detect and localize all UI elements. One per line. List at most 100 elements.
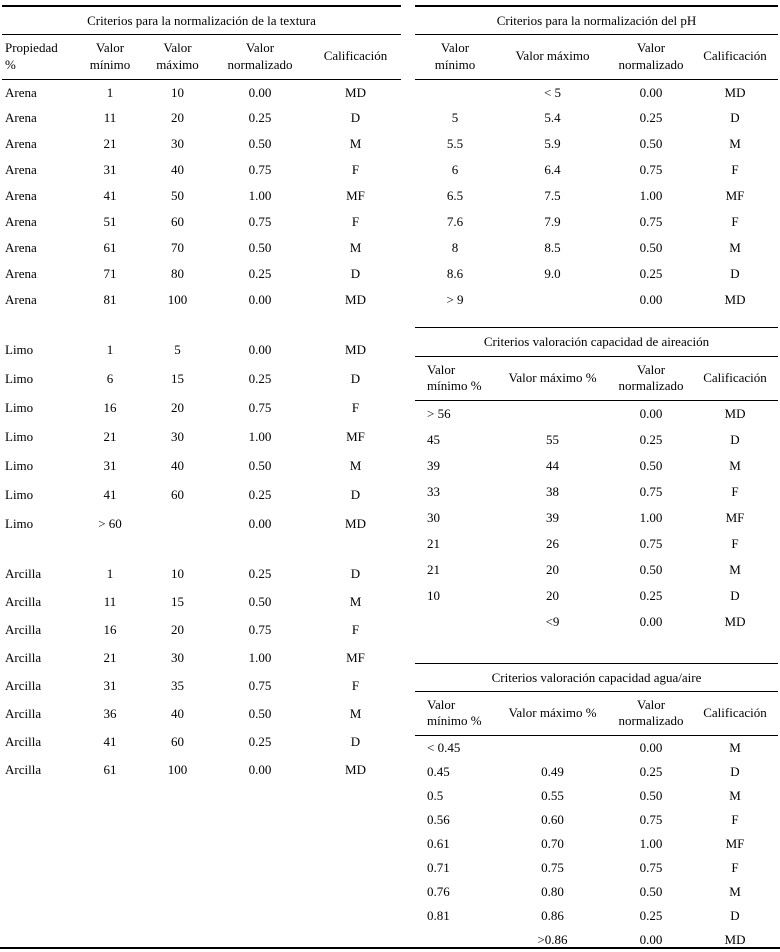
table-cell: 0.25 bbox=[248, 370, 272, 386]
table-cell: 31 bbox=[103, 678, 117, 694]
table-row: Limo 21 30 1.00 MF bbox=[2, 422, 401, 451]
table-cell: 0.25 bbox=[248, 566, 272, 582]
table-cell: F bbox=[731, 859, 739, 875]
table-cell: 7.6 bbox=[446, 214, 464, 230]
table-cell: 0.50 bbox=[248, 136, 272, 152]
header-row: Valor mínimo % Valor máximo % Valor normal… bbox=[415, 356, 778, 402]
table-cell: 70 bbox=[171, 240, 184, 256]
column-header: Calificación bbox=[310, 35, 401, 80]
table-cell: Arena bbox=[5, 162, 37, 178]
table-row: 21 26 0.75 F bbox=[415, 531, 778, 557]
table-cell: 55 bbox=[546, 431, 559, 447]
table-cell: 81 bbox=[103, 292, 117, 308]
table-cell: 0.50 bbox=[639, 457, 663, 473]
table-row: 5.5 5.9 0.50 M bbox=[415, 131, 778, 157]
table-cell: 0.50 bbox=[639, 240, 663, 256]
table-row: Arcilla 41 60 0.25 D bbox=[2, 728, 401, 756]
table-row: Limo > 60 0.00 MD bbox=[2, 509, 401, 538]
table-cell: 1 bbox=[106, 341, 114, 357]
table-row: Arcilla 1 10 0.25 D bbox=[2, 560, 401, 588]
table-cell: Arena bbox=[5, 240, 37, 256]
column-header: Valor máximo bbox=[495, 35, 610, 80]
table-cell: 41 bbox=[103, 486, 117, 502]
table-cell: M bbox=[729, 883, 741, 899]
table-cell: D bbox=[730, 110, 740, 126]
table-cell: 1.00 bbox=[639, 188, 663, 204]
table-cell: 31 bbox=[103, 457, 117, 473]
table-cell: 0.75 bbox=[639, 214, 663, 230]
table-cell: 0.50 bbox=[639, 787, 663, 803]
table-cell bbox=[495, 287, 610, 313]
table-cell: 21 bbox=[103, 136, 117, 152]
table-cell: < 5 bbox=[543, 84, 562, 100]
table-cell: MD bbox=[724, 613, 746, 629]
table-cell: 1 bbox=[106, 84, 114, 100]
table-cell: 41 bbox=[103, 734, 117, 750]
table-cell: Limo bbox=[5, 341, 34, 357]
table-cell: 0.25 bbox=[248, 266, 272, 282]
table-row: 10 20 0.25 D bbox=[415, 583, 778, 609]
table-cell: Limo bbox=[5, 515, 34, 531]
table-row: < 5 0.00 MD bbox=[415, 79, 778, 105]
table-row: 5 5.4 0.25 D bbox=[415, 105, 778, 131]
table-cell: 35 bbox=[171, 678, 184, 694]
table-cell: MF bbox=[725, 188, 745, 204]
table-cell: 9.0 bbox=[544, 266, 561, 282]
aireacion-table-section: Criterios valoración capacidad de aireac… bbox=[415, 327, 778, 634]
table-cell: 5.5 bbox=[446, 136, 464, 152]
table-cell: 0.75 bbox=[248, 678, 272, 694]
table-cell: 6.5 bbox=[446, 188, 464, 204]
column-header: Propiedad % bbox=[2, 35, 75, 80]
table-cell: Arcilla bbox=[5, 650, 42, 666]
table-row: 0.56 0.60 0.75 F bbox=[415, 808, 778, 832]
table-cell: 0.50 bbox=[639, 561, 663, 577]
table-cell: Arena bbox=[5, 188, 37, 204]
table-cell: 10 bbox=[171, 566, 184, 582]
table-row: 8 8.5 0.50 M bbox=[415, 235, 778, 261]
ph-table-title: Criterios para la normalización del pH bbox=[415, 7, 778, 36]
table-cell: M bbox=[729, 561, 741, 577]
table-cell: 0.00 bbox=[639, 931, 663, 947]
table-row: 0.81 0.86 0.25 D bbox=[415, 904, 778, 928]
table-cell: 21 bbox=[103, 650, 117, 666]
table-cell: 8 bbox=[451, 240, 459, 256]
table-cell: 0.25 bbox=[639, 110, 663, 126]
column-header: Valor mínimo % bbox=[415, 356, 495, 402]
table-cell: 0.75 bbox=[248, 162, 272, 178]
table-cell: 21 bbox=[427, 535, 440, 551]
table-cell: Arcilla bbox=[5, 706, 42, 722]
table-row: Arena 81 100 0.00 MD bbox=[2, 287, 401, 313]
column-header: Valor mínimo bbox=[75, 35, 145, 80]
table-row: Arena 11 20 0.25 D bbox=[2, 105, 401, 131]
table-cell: 0.75 bbox=[639, 483, 663, 499]
table-cell: D bbox=[350, 266, 361, 282]
table-cell: M bbox=[729, 240, 741, 256]
table-row: 7.6 7.9 0.75 F bbox=[415, 209, 778, 235]
column-header: Valor normalizado bbox=[610, 356, 692, 402]
table-cell: F bbox=[351, 622, 360, 638]
table-cell: MD bbox=[724, 931, 746, 947]
table-cell: D bbox=[730, 763, 740, 779]
table-cell: 0.50 bbox=[639, 136, 663, 152]
table-cell: Arcilla bbox=[5, 566, 42, 582]
header-row: Valor mínimo Valor máximo Valor normalizad… bbox=[415, 35, 778, 80]
table-cell: 0.25 bbox=[639, 587, 663, 603]
table-cell: 0.76 bbox=[427, 883, 450, 899]
table-cell: 100 bbox=[167, 762, 188, 778]
table-cell: MF bbox=[346, 188, 365, 204]
table-cell: 0.50 bbox=[248, 706, 272, 722]
table-cell: 15 bbox=[171, 594, 184, 610]
table-row: Arcilla 11 15 0.50 M bbox=[2, 588, 401, 616]
table-cell: 80 bbox=[171, 266, 184, 282]
section-gap bbox=[2, 313, 401, 335]
textura-table-head: Propiedad % Valor mínimo Valor máximo Valor… bbox=[2, 35, 401, 80]
table-cell bbox=[495, 401, 610, 427]
table-cell: 5.4 bbox=[544, 110, 561, 126]
table-cell: 0.75 bbox=[639, 811, 663, 827]
table-cell: 38 bbox=[546, 483, 559, 499]
table-cell: 5 bbox=[174, 341, 181, 357]
textura-table-section: Criterios para la normalización de la te… bbox=[2, 5, 401, 784]
column-header: Valor normalizado bbox=[210, 35, 310, 80]
table-cell: 0.75 bbox=[639, 162, 663, 178]
table-cell: 0.00 bbox=[639, 405, 663, 421]
